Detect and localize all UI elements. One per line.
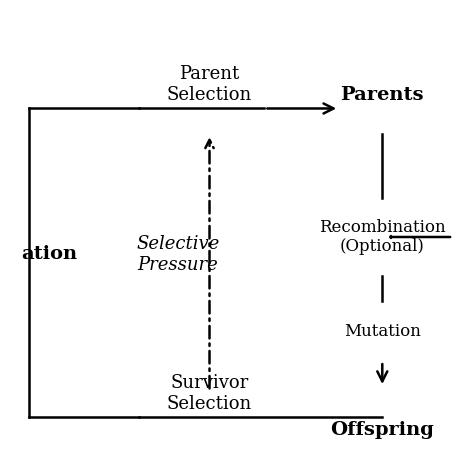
Text: Parent
Selection: Parent Selection	[167, 65, 252, 104]
Text: Selective
Pressure: Selective Pressure	[137, 235, 220, 273]
Text: Recombination
(Optional): Recombination (Optional)	[319, 219, 446, 255]
Text: Survivor
Selection: Survivor Selection	[167, 374, 252, 413]
Text: Mutation: Mutation	[344, 323, 421, 340]
Text: Parents: Parents	[340, 86, 424, 104]
Text: Offspring: Offspring	[330, 421, 434, 439]
Text: ation: ation	[21, 245, 77, 263]
